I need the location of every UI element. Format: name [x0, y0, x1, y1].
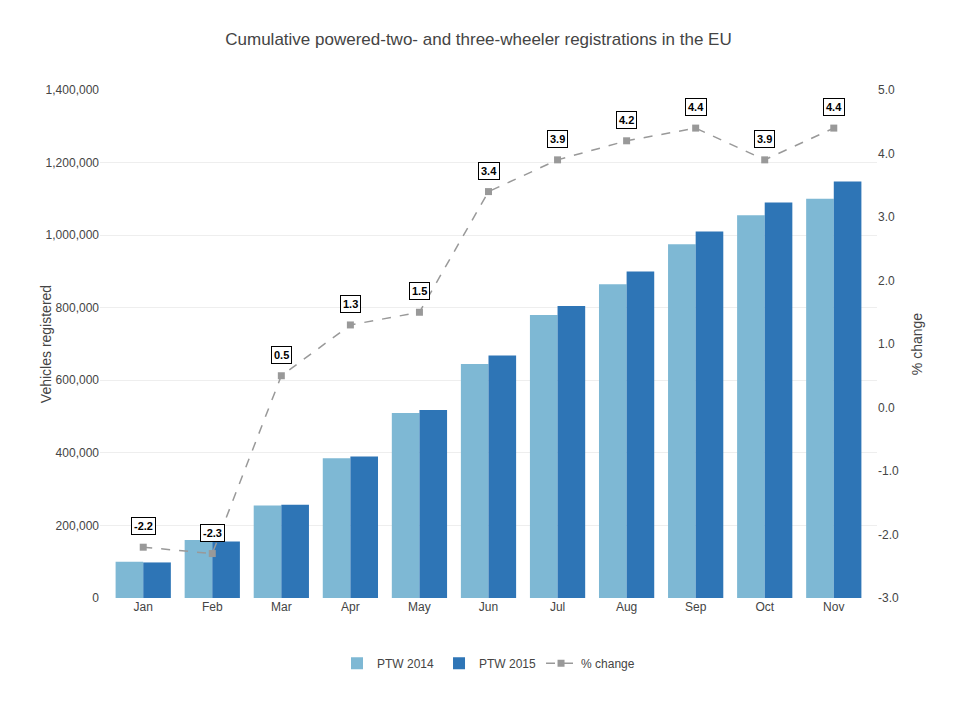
svg-text:0: 0 [92, 591, 99, 605]
svg-text:800,000: 800,000 [56, 301, 100, 315]
svg-text:-1.0: -1.0 [878, 464, 899, 478]
svg-text:0.5: 0.5 [274, 349, 289, 361]
svg-text:-2.3: -2.3 [203, 527, 222, 539]
svg-text:Jun: Jun [479, 600, 498, 614]
svg-text:4.4: 4.4 [688, 101, 704, 113]
svg-text:4.4: 4.4 [826, 101, 842, 113]
svg-text:Sep: Sep [685, 600, 707, 614]
svg-text:Jul: Jul [550, 600, 565, 614]
svg-text:1.0: 1.0 [878, 337, 895, 351]
svg-text:% change: % change [581, 657, 635, 671]
svg-text:3.0: 3.0 [878, 210, 895, 224]
svg-text:4.0: 4.0 [878, 147, 895, 161]
svg-text:Vehicles registered: Vehicles registered [38, 285, 54, 403]
svg-text:-3.0: -3.0 [878, 591, 899, 605]
svg-text:0.0: 0.0 [878, 401, 895, 415]
svg-text:200,000: 200,000 [56, 519, 100, 533]
svg-text:% change: % change [909, 313, 925, 375]
svg-text:1.3: 1.3 [343, 298, 358, 310]
svg-text:3.9: 3.9 [757, 133, 772, 145]
svg-text:Apr: Apr [341, 600, 360, 614]
svg-text:PTW 2014: PTW 2014 [377, 657, 434, 671]
svg-text:3.9: 3.9 [550, 133, 565, 145]
svg-text:May: May [408, 600, 431, 614]
svg-text:Cumulative powered-two- and th: Cumulative powered-two- and three-wheele… [225, 30, 731, 49]
svg-text:-2.2: -2.2 [134, 520, 153, 532]
svg-text:Aug: Aug [616, 600, 637, 614]
svg-text:1,400,000: 1,400,000 [46, 83, 100, 97]
svg-text:Oct: Oct [755, 600, 774, 614]
svg-text:1,200,000: 1,200,000 [46, 156, 100, 170]
svg-text:Jan: Jan [134, 600, 153, 614]
svg-text:-2.0: -2.0 [878, 528, 899, 542]
svg-text:1,000,000: 1,000,000 [46, 228, 100, 242]
svg-text:Mar: Mar [271, 600, 292, 614]
svg-text:Feb: Feb [202, 600, 223, 614]
svg-text:2.0: 2.0 [878, 274, 895, 288]
svg-text:PTW 2015: PTW 2015 [479, 657, 536, 671]
svg-text:4.2: 4.2 [619, 114, 634, 126]
svg-text:3.4: 3.4 [481, 165, 497, 177]
svg-text:5.0: 5.0 [878, 83, 895, 97]
svg-text:Nov: Nov [823, 600, 844, 614]
svg-text:600,000: 600,000 [56, 373, 100, 387]
svg-text:1.5: 1.5 [412, 285, 427, 297]
svg-text:400,000: 400,000 [56, 446, 100, 460]
